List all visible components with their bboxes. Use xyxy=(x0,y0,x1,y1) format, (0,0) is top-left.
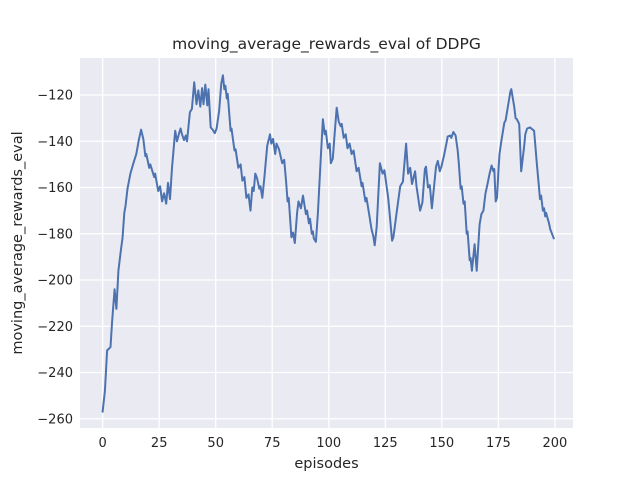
y-tick-label: −220 xyxy=(37,320,73,335)
y-tick-label: −160 xyxy=(37,181,73,196)
x-tick-labels: 0 25 50 75 100 125 150 175 200 xyxy=(98,436,567,451)
x-axis-label: episodes xyxy=(294,456,358,472)
y-axis-label: moving_average_rewards_eval xyxy=(10,131,26,354)
x-tick-label: 200 xyxy=(542,436,567,451)
y-tick-label: −240 xyxy=(37,366,73,381)
y-tick-label: −200 xyxy=(37,274,73,289)
y-tick-label: −140 xyxy=(37,135,73,150)
y-tick-label: −120 xyxy=(37,89,73,104)
chart-title: moving_average_rewards_eval of DDPG xyxy=(172,35,481,54)
x-tick-label: 125 xyxy=(373,436,398,451)
x-tick-label: 150 xyxy=(429,436,454,451)
x-tick-label: 100 xyxy=(316,436,341,451)
y-tick-labels: −120 −140 −160 −180 −200 −220 −240 −260 xyxy=(37,89,73,428)
y-tick-label: −180 xyxy=(37,227,73,242)
x-tick-label: 50 xyxy=(207,436,224,451)
x-tick-label: 75 xyxy=(264,436,281,451)
y-tick-label: −260 xyxy=(37,412,73,427)
x-tick-label: 175 xyxy=(486,436,511,451)
x-tick-label: 0 xyxy=(98,436,106,451)
reward-line-series xyxy=(101,74,555,413)
x-tick-label: 25 xyxy=(151,436,168,451)
plot-area xyxy=(80,58,573,428)
